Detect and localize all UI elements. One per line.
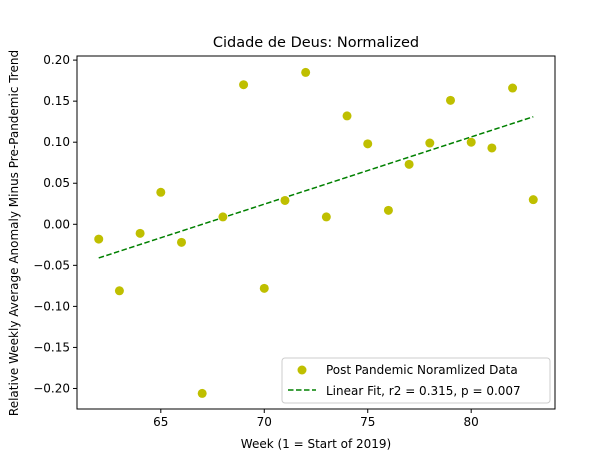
x-tick-label: 65 — [153, 415, 168, 429]
data-point — [466, 137, 476, 147]
data-point — [176, 237, 186, 247]
legend-entry-scatter: Post Pandemic Noramlized Data — [326, 363, 518, 377]
fit-line-layer — [98, 116, 534, 259]
data-point — [156, 187, 166, 197]
x-axis-ticks: 65 70 75 80 — [153, 409, 479, 429]
legend-marker-scatter — [297, 365, 307, 375]
data-point — [280, 195, 290, 205]
y-tick-label: 0.10 — [43, 135, 70, 149]
y-axis-label: Relative Weekly Average Anomaly Minus Pr… — [7, 50, 21, 416]
data-point — [383, 205, 393, 215]
y-tick-label: −0.05 — [33, 258, 70, 272]
data-point — [425, 138, 435, 148]
y-tick-label: −0.10 — [33, 299, 70, 313]
x-tick-label: 75 — [360, 415, 375, 429]
data-point — [135, 228, 145, 238]
y-tick-label: 0.15 — [43, 94, 70, 108]
y-tick-label: 0.00 — [43, 217, 70, 231]
legend-frame — [281, 357, 551, 404]
y-tick-label: −0.20 — [33, 381, 70, 395]
x-tick-label: 80 — [464, 415, 479, 429]
y-axis-ticks: −0.20 −0.15 −0.10 −0.05 0.00 0.05 0.10 0.15 0.20 — [33, 53, 77, 395]
data-point — [301, 67, 311, 77]
chart-title: Cidade de Deus: Normalized — [213, 35, 419, 51]
y-tick-label: 0.20 — [43, 53, 70, 67]
data-point — [487, 143, 497, 153]
data-point — [218, 212, 228, 222]
data-point — [342, 111, 352, 121]
data-point — [114, 286, 124, 296]
data-point — [197, 388, 207, 398]
y-tick-label: −0.15 — [33, 340, 70, 354]
data-point — [508, 83, 518, 93]
data-point — [321, 212, 331, 222]
legend-entry-fit-line: Linear Fit, r2 = 0.315, p = 0.007 — [326, 384, 521, 398]
data-point — [239, 80, 249, 90]
plot-area — [76, 55, 556, 410]
x-axis-label: Week (1 = Start of 2019) — [241, 437, 391, 451]
y-tick-label: 0.05 — [43, 176, 70, 190]
data-point — [404, 159, 414, 169]
legend: Post Pandemic Noramlized Data Linear Fit… — [281, 357, 551, 404]
data-point — [528, 195, 538, 205]
data-point — [363, 139, 373, 149]
data-point — [446, 95, 456, 105]
data-point — [259, 283, 269, 293]
x-tick-label: 70 — [257, 415, 272, 429]
linear-fit-line — [98, 116, 534, 259]
data-point — [94, 234, 104, 244]
scatter-points — [94, 67, 538, 398]
